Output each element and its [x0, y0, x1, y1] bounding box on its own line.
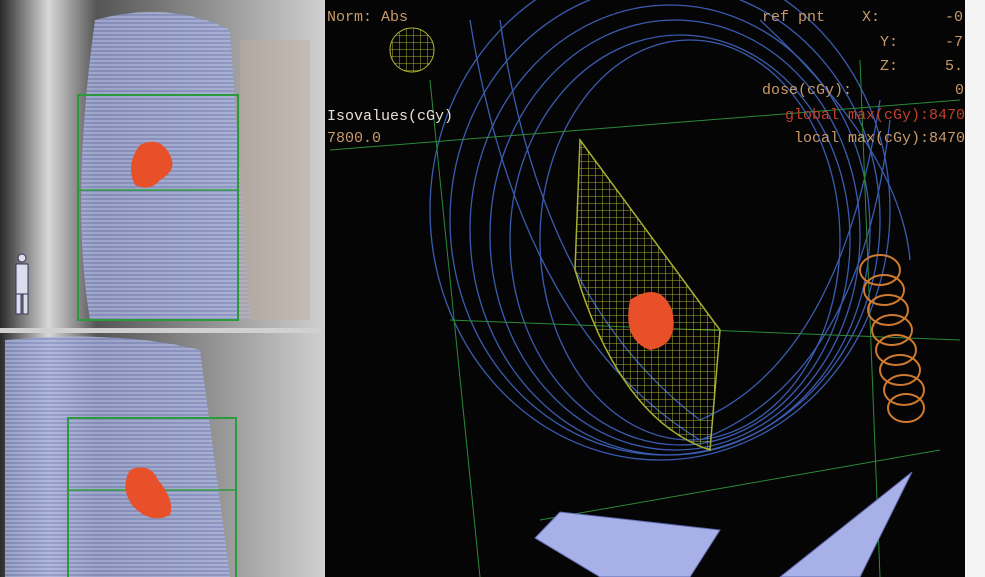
organ-rings [859, 254, 925, 423]
target [628, 292, 674, 350]
z-label: Z: [880, 58, 898, 75]
sagittal-view[interactable] [0, 0, 322, 328]
dose-label: dose(cGy): [762, 82, 852, 99]
z-value: 5. [945, 58, 963, 75]
x-label: X: [862, 9, 880, 26]
field-box [67, 417, 237, 577]
target [131, 141, 173, 188]
target [125, 467, 172, 519]
field-box [77, 94, 239, 321]
y-label: Y: [880, 34, 898, 51]
isovalue: 7800.0 [327, 130, 381, 147]
dose-wash [5, 336, 230, 577]
divider [322, 0, 325, 577]
body-icon [15, 253, 29, 315]
dose-value: 0 [955, 82, 964, 99]
side-strip [965, 0, 985, 577]
isovalues-label: Isovalues(cGy) [327, 108, 453, 125]
local-max: local max(cGy):8470 [794, 130, 965, 147]
marker-sphere [389, 27, 435, 73]
tissue [240, 40, 310, 320]
global-max: global max(cGy):8470 [785, 107, 965, 124]
beam-wedges [534, 471, 913, 577]
body-mesh [429, 0, 911, 461]
ref-point-label: ref pnt [762, 9, 825, 26]
norm-label: Norm: Abs [327, 9, 408, 26]
3d-view[interactable]: Norm: Abs Isovalues(cGy) 7800.0 ref pnt … [325, 0, 972, 577]
divider [0, 328, 322, 333]
coronal-view[interactable] [0, 333, 322, 577]
